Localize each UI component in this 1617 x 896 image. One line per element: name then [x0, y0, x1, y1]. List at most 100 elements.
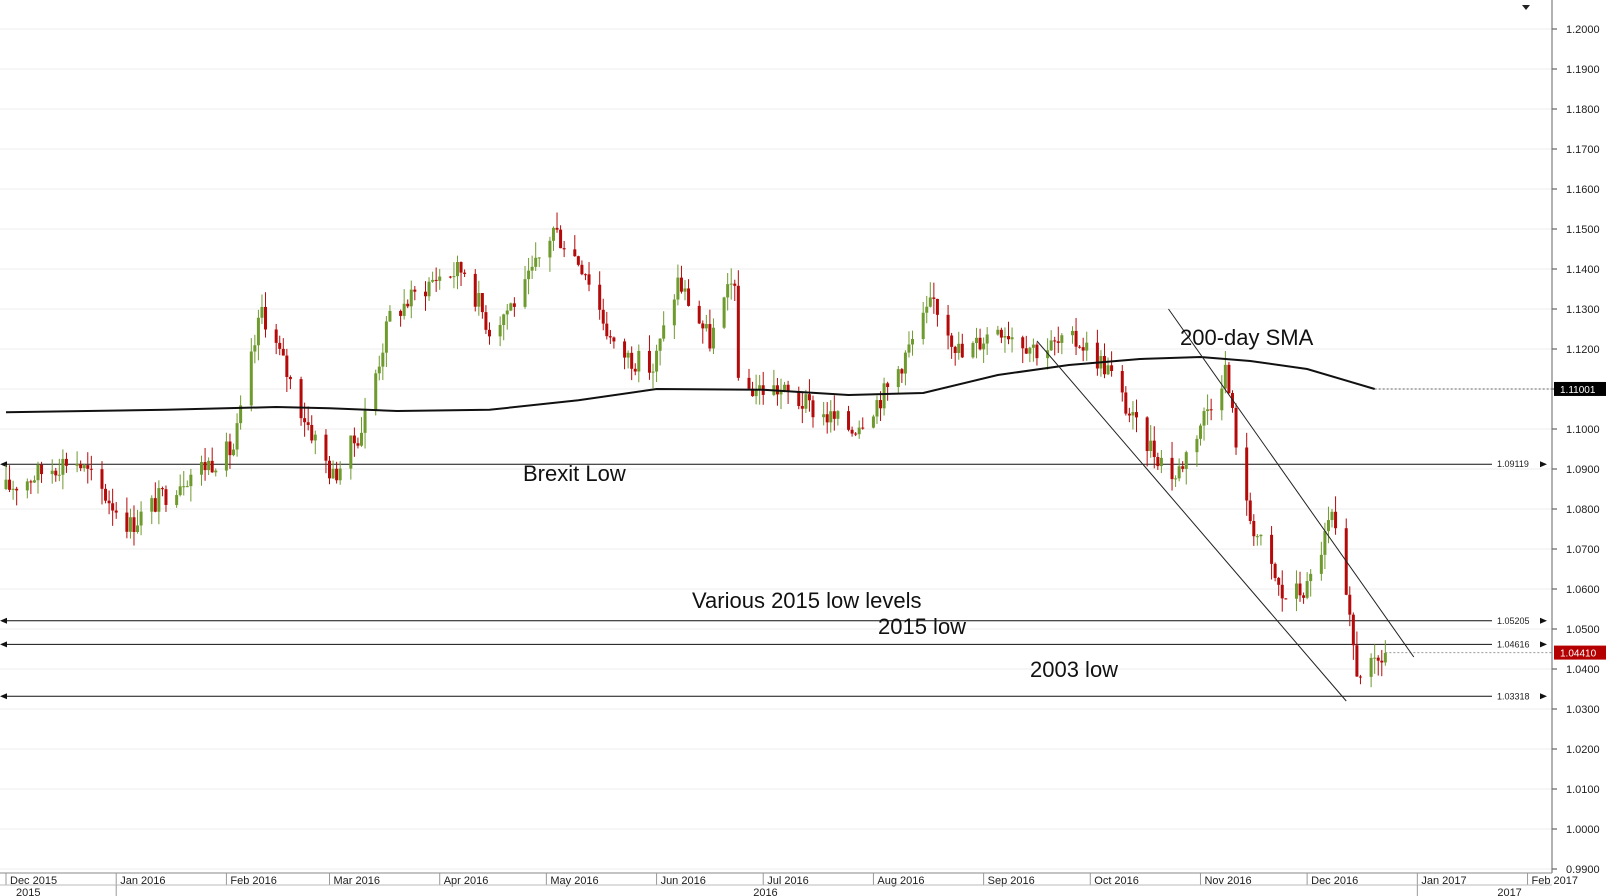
candle-body — [57, 474, 61, 476]
candle-body — [1127, 413, 1131, 416]
candle-body — [388, 310, 392, 322]
x-month-label: Dec 2015 — [10, 875, 57, 887]
candle-body — [1259, 534, 1263, 537]
y-tick-label: 1.0300 — [1566, 704, 1600, 716]
x-year-label: 2016 — [753, 887, 777, 896]
candle-body — [1373, 657, 1377, 659]
candle-body — [64, 458, 68, 466]
candle-body — [160, 488, 164, 490]
candle-body — [612, 337, 616, 342]
candle-body — [1280, 584, 1284, 599]
candle-body — [633, 368, 637, 372]
candle-body — [107, 500, 111, 504]
annotation-label: Brexit Low — [523, 461, 626, 486]
x-month-label: Oct 2016 — [1094, 875, 1139, 887]
candle-body — [647, 350, 651, 373]
candle-body — [203, 462, 207, 471]
candle-body — [157, 488, 161, 512]
candle-body — [274, 329, 278, 343]
candle-body — [1302, 595, 1306, 598]
candle-body — [722, 297, 726, 328]
candle-body — [299, 379, 303, 419]
y-tick-label: 1.2000 — [1566, 24, 1600, 36]
candle-body — [960, 343, 964, 358]
candle-body — [783, 384, 787, 391]
candle-body — [804, 394, 808, 409]
candle-body — [338, 468, 342, 481]
candle-body — [374, 373, 378, 411]
y-tick-label: 1.1300 — [1566, 304, 1600, 316]
candle-body — [377, 366, 381, 374]
candle-body — [971, 343, 975, 358]
y-tick-label: 0.9900 — [1566, 864, 1600, 876]
x-month-label: Mar 2016 — [334, 875, 380, 887]
candle-body — [854, 433, 858, 435]
y-tick-label: 1.0900 — [1566, 464, 1600, 476]
candle-body — [1355, 645, 1359, 677]
candle-body — [1305, 581, 1309, 598]
candle-body — [239, 405, 243, 424]
y-tick-label: 1.1200 — [1566, 344, 1600, 356]
candle-body — [882, 383, 886, 409]
candle-body — [1095, 342, 1099, 369]
candle-body — [477, 293, 481, 307]
channel-line — [1036, 340, 1347, 702]
candle-body — [559, 229, 563, 249]
candle-body — [214, 470, 218, 473]
annotation-label: 2003 low — [1030, 657, 1118, 682]
candle-body — [1284, 598, 1288, 600]
candle-body — [701, 323, 705, 329]
candle-body — [836, 411, 840, 419]
candle-body — [676, 277, 680, 300]
candle-body — [1273, 563, 1277, 578]
candle-body — [4, 479, 8, 489]
candle-body — [1376, 657, 1380, 661]
candle-body — [139, 511, 143, 526]
candle-body — [534, 257, 538, 267]
candle-body — [331, 468, 335, 479]
candle-body — [1348, 594, 1352, 615]
candle-body — [871, 416, 875, 428]
candle-body — [985, 334, 989, 344]
candle-body — [598, 284, 602, 310]
candle-body — [900, 369, 904, 374]
candle-body — [1071, 330, 1074, 336]
candle-body — [360, 432, 363, 446]
candle-body — [1074, 330, 1078, 347]
candle-body — [189, 474, 193, 487]
chevron-down-icon[interactable] — [1522, 5, 1530, 10]
candle-body — [1120, 371, 1124, 393]
candle-body — [79, 463, 83, 469]
candle-body — [427, 281, 431, 297]
candle-body — [797, 392, 801, 407]
candle-body — [303, 418, 307, 423]
annotations: Brexit Low 200-day SMA Various 2015 low le… — [523, 325, 1314, 682]
candle-body — [747, 377, 751, 389]
candle-body — [687, 288, 691, 306]
level-label: 1.03318 — [1497, 691, 1530, 701]
candle-body — [1309, 573, 1313, 582]
candle-body — [523, 279, 527, 307]
level-arrow-icon — [0, 617, 7, 624]
candle-body — [1028, 347, 1032, 354]
candle-body — [729, 283, 733, 285]
candle-body — [381, 352, 385, 367]
candle-body — [1358, 676, 1362, 678]
candle-body — [626, 352, 630, 358]
candle-body — [448, 276, 452, 278]
candle-body — [1060, 335, 1064, 343]
candle-body — [946, 314, 950, 336]
candle-body — [61, 458, 65, 475]
candle-body — [630, 352, 634, 369]
candle-body — [25, 481, 29, 491]
candle-body — [207, 460, 211, 471]
annotation-label: 2015 low — [878, 614, 966, 639]
candle-body — [580, 264, 584, 275]
candle-body — [551, 227, 555, 241]
price-badge — [1554, 645, 1606, 660]
candle-body — [509, 303, 513, 311]
y-tick-label: 1.1400 — [1566, 264, 1600, 276]
trend-channel — [1036, 308, 1415, 702]
candle-body — [352, 435, 356, 444]
